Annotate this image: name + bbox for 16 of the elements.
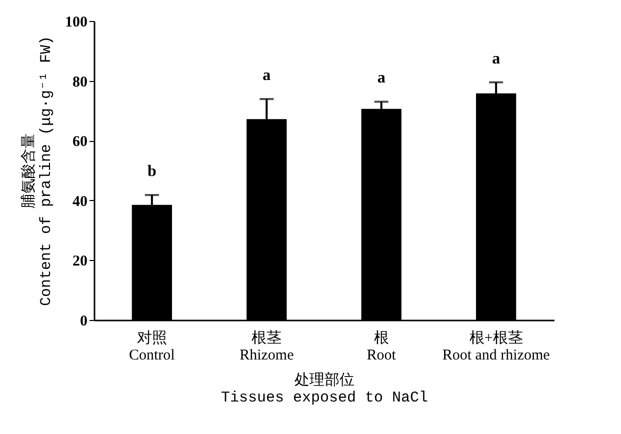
y-axis-title: 脯氨酸含量 Content of praline (μg·g⁻¹ FW): [20, 36, 55, 306]
annotation: a: [377, 70, 386, 87]
x-tick-label: 根茎 Rhizome: [240, 330, 294, 364]
x-tick-label: 对照 Control: [129, 330, 175, 364]
y-tick-label: 40: [72, 194, 88, 210]
y-tick-label: 60: [72, 134, 88, 150]
x-tick-label: 根+根茎 Root and rhizome: [442, 330, 550, 364]
y-tick-label: 20: [72, 254, 88, 270]
y-tick-label: 100: [65, 14, 88, 30]
x-tick-label: 根 Root: [366, 330, 397, 364]
annotation: a: [262, 67, 271, 84]
y-tick-label: 80: [72, 74, 88, 90]
annotation: b: [147, 163, 156, 180]
x-axis-title: 处理部位 Tissues exposed to NaCl: [220, 372, 428, 406]
y-tick-label: 0: [80, 314, 88, 330]
annotation: a: [492, 50, 500, 68]
